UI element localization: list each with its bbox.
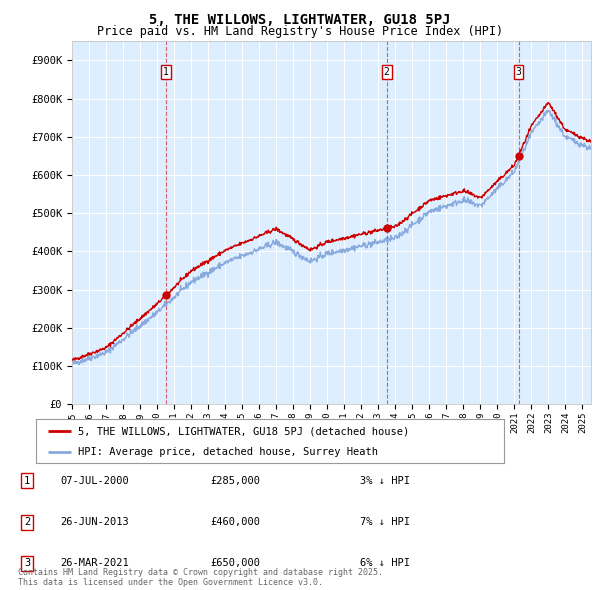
Text: 1: 1 [163,67,169,77]
Text: £650,000: £650,000 [210,559,260,568]
Text: HPI: Average price, detached house, Surrey Heath: HPI: Average price, detached house, Surr… [78,447,378,457]
Text: 2: 2 [383,67,389,77]
Text: 7% ↓ HPI: 7% ↓ HPI [360,517,410,527]
Text: 3% ↓ HPI: 3% ↓ HPI [360,476,410,486]
Text: 07-JUL-2000: 07-JUL-2000 [60,476,129,486]
Text: 3: 3 [24,559,30,568]
Text: £460,000: £460,000 [210,517,260,527]
Text: 26-JUN-2013: 26-JUN-2013 [60,517,129,527]
Text: 5, THE WILLOWS, LIGHTWATER, GU18 5PJ (detached house): 5, THE WILLOWS, LIGHTWATER, GU18 5PJ (de… [78,427,409,436]
Text: 3: 3 [515,67,521,77]
Text: £285,000: £285,000 [210,476,260,486]
Text: 1: 1 [24,476,30,486]
Text: 26-MAR-2021: 26-MAR-2021 [60,559,129,568]
Text: 6% ↓ HPI: 6% ↓ HPI [360,559,410,568]
Text: Price paid vs. HM Land Registry's House Price Index (HPI): Price paid vs. HM Land Registry's House … [97,25,503,38]
Text: Contains HM Land Registry data © Crown copyright and database right 2025.
This d: Contains HM Land Registry data © Crown c… [18,568,383,587]
Text: 2: 2 [24,517,30,527]
Text: 5, THE WILLOWS, LIGHTWATER, GU18 5PJ: 5, THE WILLOWS, LIGHTWATER, GU18 5PJ [149,13,451,27]
